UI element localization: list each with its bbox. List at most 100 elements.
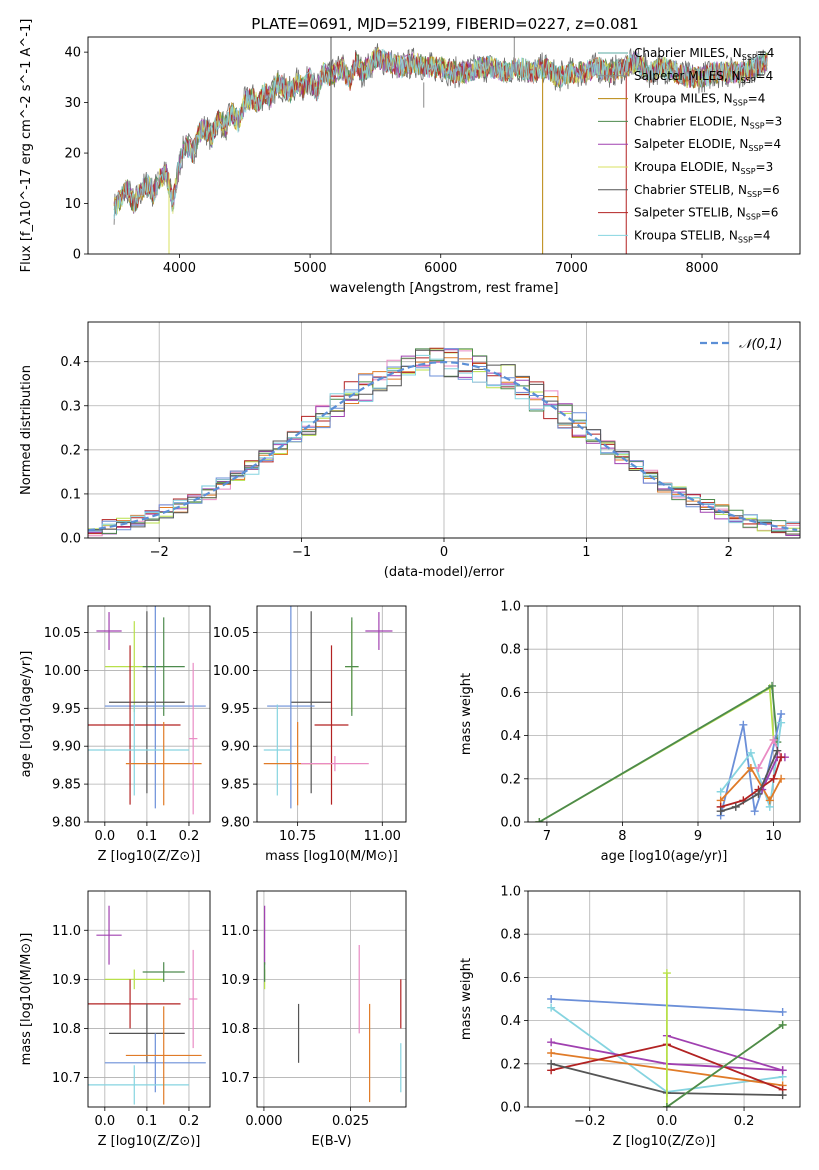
data-point (142, 617, 185, 716)
residuals-xtick-label: 1 (582, 545, 590, 560)
weight-vs-z-ytick-label: 0.6 (500, 971, 521, 986)
mass-vs-z-xtick-label: 0.1 (137, 1114, 158, 1129)
data-point (314, 645, 349, 805)
spectrum-frame (87, 36, 801, 255)
weight-marker (769, 774, 778, 783)
residuals-xtick-label: 2 (725, 545, 733, 560)
age-vs-z-xtick-label: 0.2 (179, 829, 200, 844)
residuals-ytick-label: 0.2 (60, 443, 81, 458)
residuals-y-axis-label: Normed distribution (19, 365, 34, 495)
data-point (88, 704, 189, 796)
weight-marker (716, 807, 725, 816)
data-point (290, 611, 332, 794)
legend-entry: Salpeter STELIB, NSSP=6 (634, 206, 778, 222)
legend-entry: Salpeter MILES, NSSP=4 (634, 69, 773, 85)
weight-marker (746, 748, 755, 757)
data-point (104, 969, 164, 990)
data-point (301, 756, 369, 772)
mass-vs-z-y-axis-label: mass [log10(M/M⊙)] (19, 933, 34, 1066)
weight-series-line (720, 766, 782, 803)
figure-title: PLATE=0691, MJD=52199, FIBERID=0227, z=0… (251, 15, 638, 33)
age-vs-mass-x-axis-label: mass [log10(M/M⊙)] (265, 849, 398, 864)
spectrum-series (113, 47, 768, 211)
data-point (88, 645, 181, 805)
spectrum-xtick-label: 6000 (424, 261, 457, 276)
mass-vs-extinction-panel: 0.000 0.025 10.7 10.8 10.9 11.0 E(B-V) (221, 890, 407, 1149)
data-point (96, 905, 122, 965)
age-vs-mass-ytick-label: 10.05 (213, 626, 250, 641)
age-vs-mass-ytick-label: 9.90 (221, 740, 250, 755)
weight-marker (731, 802, 740, 811)
age-vs-z-ytick-label: 9.80 (52, 816, 81, 831)
weight-marker (777, 718, 786, 727)
mass-vs-ebv-ytick-label: 11.0 (221, 924, 250, 939)
data-point (88, 979, 181, 1029)
weight-marker (547, 995, 556, 1003)
weight-marker (750, 807, 759, 816)
mass-vs-ebv-ytick-label: 10.7 (221, 1071, 250, 1086)
age-vs-z-x-axis-label: Z [log10(Z/Z⊙)] (98, 849, 201, 864)
weight-vs-z-ytick-label: 0.8 (500, 928, 521, 943)
weight-marker (746, 764, 755, 772)
age-vs-z-y-axis-label: age [log10(age/yr)] (19, 651, 34, 778)
mass-vs-z-ytick-label: 10.9 (52, 973, 81, 988)
age-vs-mass-xtick-label: 11.00 (364, 829, 401, 844)
weight-marker (765, 796, 774, 805)
weight-vs-z-frame (527, 890, 801, 1108)
weight-marker (773, 746, 782, 755)
data-point (104, 1033, 206, 1093)
legend-entry: Salpeter ELODIE, NSSP=4 (634, 137, 781, 153)
mass-vs-metallicity-panel: 0.0 0.1 0.2 10.7 10.8 10.9 11.0 Z [log10(Z/Z⊙)]… (19, 890, 211, 1149)
normal-curve (88, 360, 798, 532)
residual-histogram (88, 349, 800, 535)
weight-vs-age-xtick-label: 9 (694, 829, 702, 844)
weight-vs-z-ytick-label: 0.4 (500, 1014, 521, 1029)
mass-vs-z-frame (87, 890, 211, 1108)
residuals-x-axis-label: (data-model)/error (384, 565, 505, 580)
age-vs-z-frame (87, 605, 211, 823)
spectrum-panel: 4000 5000 6000 7000 8000 0 10 20 30 40 wavelength … (19, 19, 801, 296)
weight-marker (739, 720, 748, 729)
residuals-ytick-label: 0.0 (60, 532, 81, 547)
age-vs-mass-ytick-label: 9.95 (221, 702, 250, 717)
age-vs-z-ytick-label: 9.90 (52, 740, 81, 755)
weight-vs-age-frame (527, 605, 801, 823)
mass-vs-ebv-frame (256, 890, 407, 1108)
weight-marker (777, 753, 786, 762)
data-point (109, 611, 185, 794)
weight-marker (778, 1091, 787, 1100)
spectrum-xtick-label: 8000 (685, 261, 718, 276)
weight-vs-age-xtick-label: 7 (543, 829, 551, 844)
age-vs-z-ytick-label: 9.85 (52, 778, 81, 793)
weight-vs-age-ytick-label: 1.0 (500, 600, 521, 615)
spectrum-y-axis-label: Flux [f_λ10^-17 erg cm^-2 s^-1 A^-1] (19, 19, 34, 273)
weight-vs-z-ytick-label: 0.0 (500, 1101, 521, 1116)
spectrum-series (113, 48, 768, 220)
weight-series-line (666, 1024, 784, 1107)
spectrum-legend: Chabrier MILES, NSSP=4 Salpeter MILES, NS… (598, 46, 782, 244)
mass-vs-ebv-xtick-label: 0.025 (332, 1114, 369, 1129)
weight-marker (662, 969, 671, 978)
weight-marker (547, 1049, 556, 1057)
mass-vs-ebv-xtick-label: 0.000 (245, 1114, 282, 1129)
age-vs-mass-xtick-label: 10.75 (279, 829, 316, 844)
data-point (188, 949, 198, 1049)
weight-marker (778, 1020, 787, 1029)
mass-weight-vs-age-panel: 7 8 9 10 0.0 0.2 0.4 0.6 0.8 1.0 age [log10(age/yr… (459, 600, 801, 864)
legend-entry: Kroupa ELODIE, NSSP=3 (634, 160, 773, 176)
spectrum-ytick-label: 20 (64, 147, 81, 162)
weight-vs-age-ytick-label: 0.6 (500, 686, 521, 701)
spectrum-xtick-label: 5000 (294, 261, 327, 276)
data-point (88, 1065, 189, 1105)
spectrum-ytick-label: 0 (73, 248, 81, 263)
age-vs-z-xtick-label: 0.1 (137, 829, 158, 844)
weight-marker (547, 1003, 556, 1012)
weight-marker (535, 818, 544, 822)
age-vs-metallicity-panel: 0.0 0.1 0.2 9.80 9.85 9.90 9.95 10.00 10.05 Z [lo… (19, 605, 211, 864)
spectrum-ytick-label: 40 (64, 46, 81, 61)
legend-entry: Chabrier STELIB, NSSP=6 (634, 183, 780, 199)
age-vs-z-ytick-label: 9.95 (52, 702, 81, 717)
weight-vs-age-xtick-label: 8 (618, 829, 626, 844)
data-point (142, 962, 185, 982)
data-point (188, 662, 198, 815)
